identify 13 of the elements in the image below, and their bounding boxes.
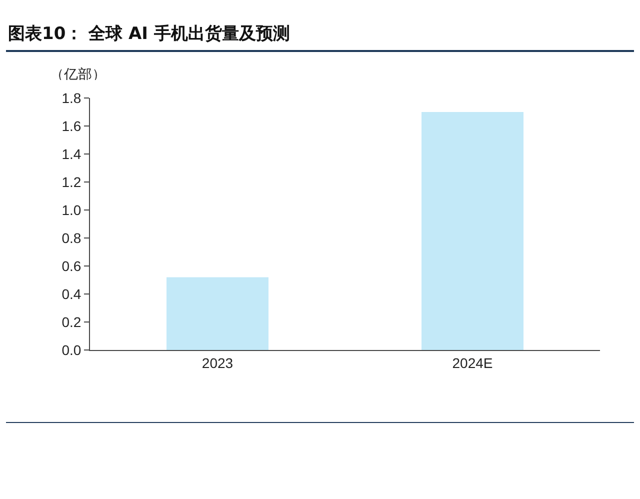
y-tick-label: 1.0 [62, 202, 82, 218]
y-tick-label: 1.8 [62, 90, 82, 106]
x-tick-label: 2024E [452, 354, 493, 371]
x-tick-label: 2023 [202, 354, 234, 371]
y-tick-label: 0.2 [62, 314, 82, 330]
y-tick-label: 1.4 [62, 146, 82, 162]
y-tick-label: 0.0 [62, 342, 82, 358]
y-tick-label: 0.8 [62, 230, 82, 246]
y-tick-label: 0.4 [62, 286, 82, 302]
chart-title: 图表10： 全球 AI 手机出货量及预测 [8, 23, 290, 45]
y-tick-label: 0.6 [62, 258, 82, 274]
y-tick-label: 1.2 [62, 174, 82, 190]
y-tick-label: 1.6 [62, 118, 82, 134]
